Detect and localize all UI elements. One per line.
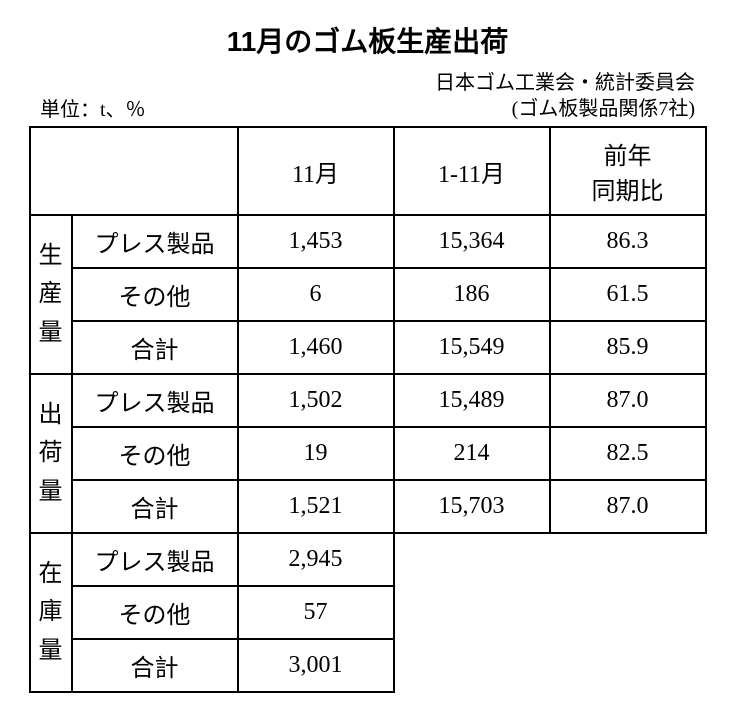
unit-label: 単位：t、％ [40, 93, 146, 122]
table-header-row: 11月 1-11月 前年 同期比 [30, 127, 706, 215]
cell: 87.0 [550, 374, 706, 427]
cell: 15,703 [394, 480, 550, 533]
cell: 15,489 [394, 374, 550, 427]
table-row: 生産量 プレス製品 1,453 15,364 86.3 [30, 215, 706, 268]
row-label: プレス製品 [72, 374, 238, 427]
row-label: 合計 [72, 480, 238, 533]
cell: 1,521 [238, 480, 394, 533]
cell: 57 [238, 586, 394, 639]
table-row: その他 6 186 61.5 [30, 268, 706, 321]
section-label-shipment: 出荷量 [30, 374, 72, 533]
section-label-production: 生産量 [30, 215, 72, 374]
col-header-2: 1-11月 [394, 127, 550, 215]
row-label: プレス製品 [72, 215, 238, 268]
cell: 6 [238, 268, 394, 321]
table-row: その他 19 214 82.5 [30, 427, 706, 480]
cell: 86.3 [550, 215, 706, 268]
row-label: その他 [72, 427, 238, 480]
col-header-1: 11月 [238, 127, 394, 215]
cell: 85.9 [550, 321, 706, 374]
source-label: 日本ゴム工業会・統計委員会 (ゴム板製品関係7社) [435, 70, 695, 122]
source-line1: 日本ゴム工業会・統計委員会 [435, 72, 695, 94]
cell: 1,453 [238, 215, 394, 268]
cell: 2,945 [238, 533, 394, 586]
page-title: 11月のゴム板生産出荷 [20, 20, 715, 60]
cell: 61.5 [550, 268, 706, 321]
section-label-inventory: 在庫量 [30, 533, 72, 692]
table-row: 在庫量 プレス製品 2,945 [30, 533, 706, 586]
data-table: 11月 1-11月 前年 同期比 生産量 プレス製品 1,453 15,364 … [29, 126, 707, 693]
cell: 1,502 [238, 374, 394, 427]
cell: 15,549 [394, 321, 550, 374]
cell: 186 [394, 268, 550, 321]
header-blank [30, 127, 238, 215]
table-row: 合計 1,521 15,703 87.0 [30, 480, 706, 533]
table-row: 出荷量 プレス製品 1,502 15,489 87.0 [30, 374, 706, 427]
cell: 19 [238, 427, 394, 480]
col-header-3: 前年 同期比 [550, 127, 706, 215]
subheader: 単位：t、％ 日本ゴム工業会・統計委員会 (ゴム板製品関係7社) [40, 70, 695, 122]
row-label: 合計 [72, 321, 238, 374]
table-row: 合計 1,460 15,549 85.9 [30, 321, 706, 374]
cell: 87.0 [550, 480, 706, 533]
row-label: その他 [72, 268, 238, 321]
row-label: プレス製品 [72, 533, 238, 586]
row-label: その他 [72, 586, 238, 639]
source-line2: (ゴム板製品関係7社) [512, 98, 695, 120]
cell: 15,364 [394, 215, 550, 268]
cell: 214 [394, 427, 550, 480]
cell: 82.5 [550, 427, 706, 480]
cell: 3,001 [238, 639, 394, 692]
empty-region [394, 533, 706, 692]
cell: 1,460 [238, 321, 394, 374]
row-label: 合計 [72, 639, 238, 692]
